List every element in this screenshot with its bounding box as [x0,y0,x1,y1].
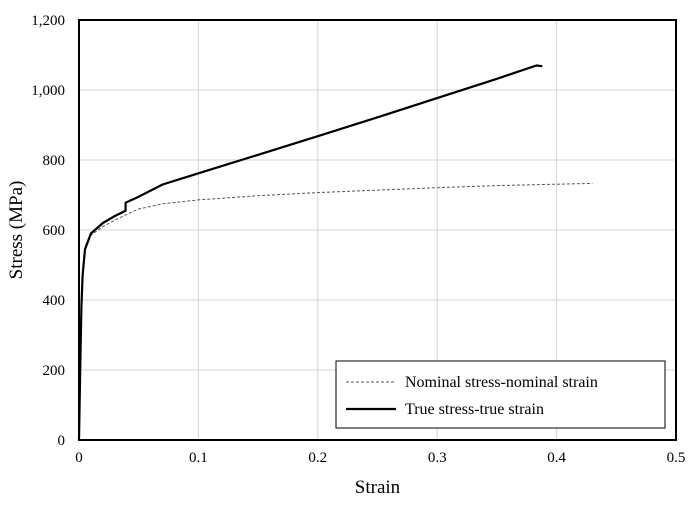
series-line-nominal [78,182,593,441]
legend-label-true: True stress-true strain [405,401,544,418]
x-tick-label: 0.4 [547,450,566,466]
legend: Nominal stress-nominal strain True stres… [335,360,666,429]
y-tick-label: 800 [43,153,66,169]
y-tick-label: 400 [43,293,66,309]
series-group [77,64,593,441]
legend-box [335,360,666,429]
y-tick-label: 1,000 [31,83,65,99]
x-axis-title: Strain [355,477,401,498]
legend-label-nominal: Nominal stress-nominal strain [405,374,598,391]
plot-frame [78,19,677,441]
x-tick-label: 0.5 [667,450,686,466]
x-tick-labels: 0 0.1 0.2 0.3 0.4 0.5 [75,450,685,466]
y-axis-title: Stress (MPa) [6,181,27,280]
x-tick-label: 0.3 [428,450,447,466]
y-tick-label: 0 [58,433,66,449]
x-tick-label: 0.1 [189,450,208,466]
y-tick-label: 200 [43,363,66,379]
x-tick-label: 0 [75,450,83,466]
x-tick-label: 0.2 [308,450,327,466]
y-tick-label: 600 [43,223,66,239]
y-tick-labels: 0 200 400 600 800 1,000 1,200 [31,13,65,449]
series-line-true [77,64,543,441]
y-tick-label: 1,200 [31,13,65,29]
